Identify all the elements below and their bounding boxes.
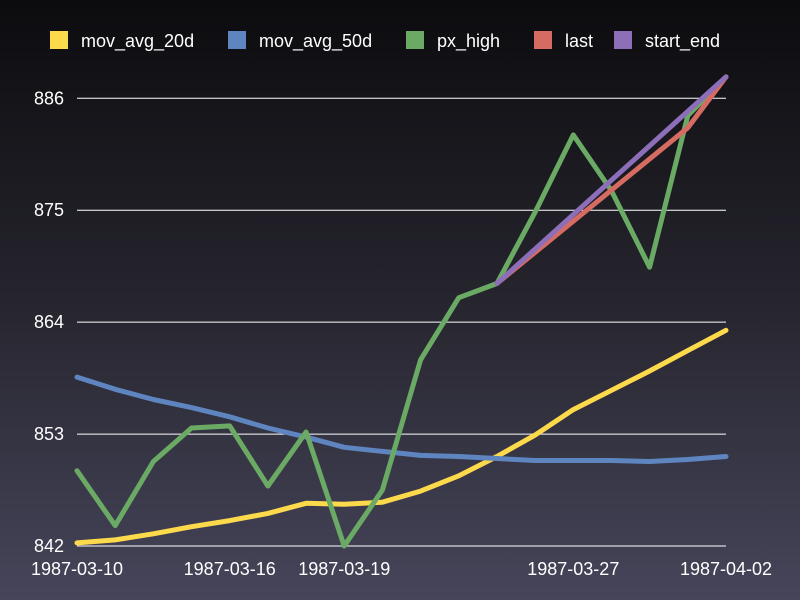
x-tick-label: 1987-04-02	[680, 559, 772, 579]
legend-label: px_high	[437, 31, 500, 52]
series-line-px-high	[74, 74, 729, 549]
legend-label: last	[565, 31, 593, 51]
x-axis-ticks: 1987-03-10 1987-03-16 1987-03-19 1987-03-27…	[31, 559, 772, 579]
x-tick-label: 1987-03-27	[527, 559, 619, 579]
series-lines	[74, 74, 729, 549]
legend-swatch-start-end	[614, 31, 632, 49]
x-tick-label: 1987-03-19	[298, 559, 390, 579]
legend-swatch-mov-avg-20d	[50, 31, 68, 49]
legend: mov_avg_20d mov_avg_50d px_high last start_e…	[50, 31, 720, 52]
legend-swatch-mov-avg-50d	[228, 31, 246, 49]
series-line-mov-avg-20d	[74, 327, 729, 546]
x-tick-label: 1987-03-16	[184, 559, 276, 579]
series-line-mov-avg-50d	[74, 374, 729, 464]
legend-swatch-px-high	[406, 31, 424, 49]
legend-label: mov_avg_20d	[81, 31, 194, 52]
legend-swatch-last	[534, 31, 552, 49]
series-line-last	[494, 74, 729, 286]
y-axis-ticks: 842 853 864 875 886	[34, 88, 64, 556]
y-tick-label: 864	[34, 312, 64, 332]
x-tick-label: 1987-03-10	[31, 559, 123, 579]
series-line-start-end	[494, 74, 729, 286]
y-tick-label: 853	[34, 424, 64, 444]
legend-label: start_end	[645, 31, 720, 52]
legend-label: mov_avg_50d	[259, 31, 372, 52]
y-tick-label: 886	[34, 88, 64, 108]
y-tick-label: 842	[34, 536, 64, 556]
y-tick-label: 875	[34, 200, 64, 220]
